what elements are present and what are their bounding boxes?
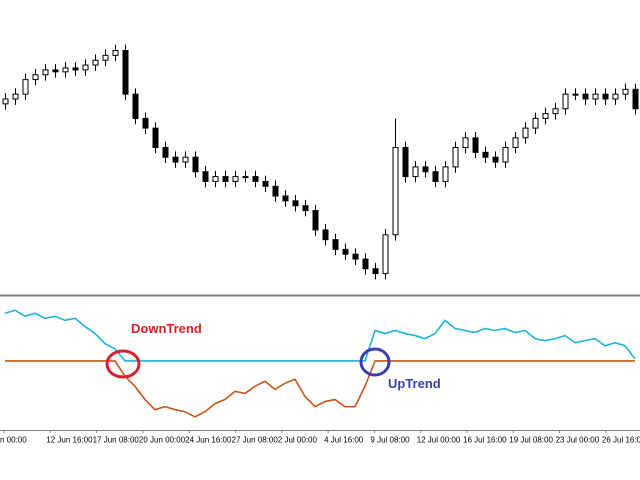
candle-body: [172, 156, 179, 163]
candle-body: [352, 253, 359, 260]
candle-body: [332, 239, 339, 250]
x-tick-label: 26 Jul 16:00: [602, 436, 640, 445]
candle-body: [202, 171, 209, 182]
x-tick-label: 20 Jun 00:00: [139, 436, 186, 445]
candle-body: [392, 147, 399, 236]
candle-body: [252, 176, 259, 182]
candle-body: [362, 258, 369, 270]
candle-body: [412, 166, 419, 178]
candle-body: [32, 74, 39, 81]
candle-body: [222, 176, 229, 182]
candle-body: [282, 195, 289, 202]
candle-body: [152, 127, 159, 149]
annotation: DownTrend: [131, 321, 202, 336]
x-tick-label: 2 Jul 00:00: [278, 436, 318, 445]
candle-body: [542, 113, 549, 119]
x-tick-label: 16 Jul 16:00: [463, 436, 507, 445]
candle-body: [582, 93, 589, 100]
price-pane: [2, 44, 639, 280]
x-tick-label: 17 Jun 08:00: [93, 436, 140, 445]
indicator-line: [4, 309, 636, 362]
candle-body: [182, 156, 189, 163]
uptrend-circle: [359, 347, 391, 377]
candle-body: [72, 67, 79, 71]
candle-body: [532, 117, 539, 129]
candle-body: [22, 79, 29, 95]
candle-body: [42, 69, 49, 76]
x-tick-label: n 00:00: [0, 436, 27, 445]
candle-body: [502, 147, 509, 163]
candle-body: [62, 67, 69, 73]
candle-body: [492, 156, 499, 163]
x-tick-label: 4 Jul 16:00: [324, 436, 364, 445]
candle-body: [82, 64, 89, 71]
candle-body: [242, 176, 249, 179]
candle-body: [562, 93, 569, 110]
candle-body: [322, 229, 329, 241]
candle-body: [312, 210, 319, 231]
candle-body: [452, 147, 459, 168]
x-tick-label: 19 Jul 08:00: [509, 436, 553, 445]
candle-body: [132, 93, 139, 119]
candle-body: [292, 200, 299, 207]
candle-body: [522, 127, 529, 139]
candle-body: [302, 205, 309, 212]
candle-body: [2, 98, 9, 105]
candle-body: [272, 185, 279, 197]
annotation: UpTrend: [388, 376, 441, 391]
candle-body: [552, 108, 559, 115]
x-tick-label: 24 Jun 16:00: [185, 436, 232, 445]
candle-body: [12, 93, 19, 100]
x-tick-label: 12 Jul 00:00: [417, 436, 461, 445]
candle-body: [122, 50, 129, 95]
candle-body: [342, 248, 349, 255]
candle-body: [482, 151, 489, 158]
candle-body: [632, 88, 639, 110]
candle-body: [572, 93, 579, 96]
candle-body: [52, 69, 59, 73]
candle-body: [512, 137, 519, 149]
candle-body: [442, 166, 449, 182]
x-tick-label: 12 Jun 16:00: [46, 436, 93, 445]
candle-body: [622, 88, 629, 95]
candle-body: [402, 147, 409, 178]
candle-body: [472, 137, 479, 153]
candle-body: [192, 156, 199, 173]
indicator-pane: n 00:00 12 Jun 16:00 17 Jun 08:00 20 Jun 00…: [0, 309, 640, 445]
candle-body: [602, 93, 609, 100]
candle-body: [232, 176, 239, 182]
candle-body: [92, 59, 99, 66]
candle-body: [612, 93, 619, 100]
candle-body: [592, 93, 599, 100]
candle-body: [262, 180, 269, 187]
candle-body: [102, 54, 109, 61]
candle-body: [372, 268, 379, 275]
candle-body: [432, 171, 439, 182]
candle-body: [422, 166, 429, 173]
x-tick-label: 23 Jul 00:00: [556, 436, 600, 445]
x-tick-label: 27 Jun 08:00: [232, 436, 279, 445]
candle-body: [212, 176, 219, 182]
downtrend-circle: [105, 349, 141, 379]
indicator-line: [5, 360, 635, 418]
candle-body: [462, 137, 469, 149]
candle-body: [382, 234, 389, 275]
candle-body: [142, 117, 149, 129]
x-tick-label: 9 Jul 08:00: [370, 436, 410, 445]
candle-body: [112, 50, 119, 56]
candle-body: [162, 147, 169, 158]
